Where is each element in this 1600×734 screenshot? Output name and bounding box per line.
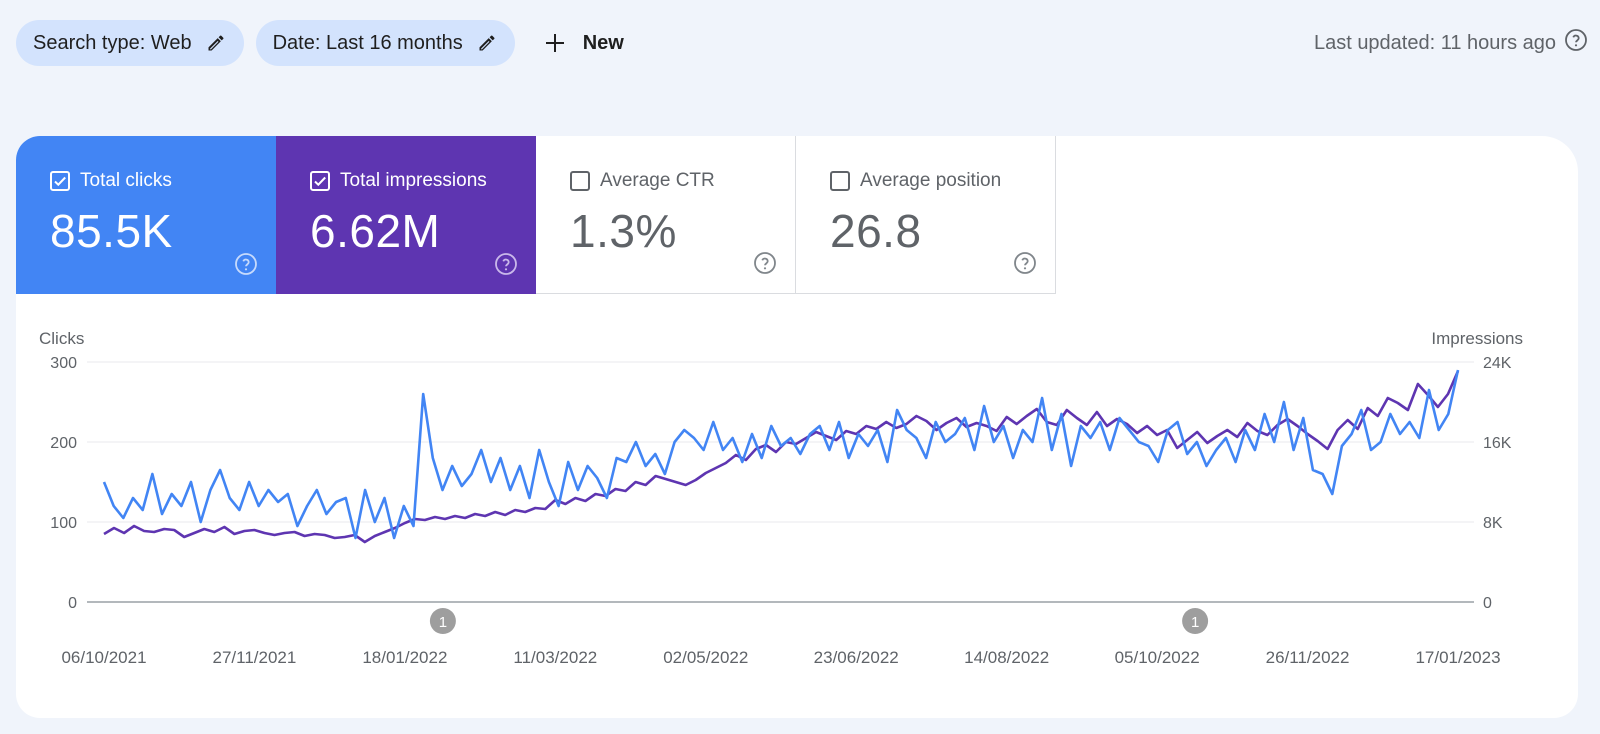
- help-icon[interactable]: [1013, 251, 1037, 275]
- chart-series: [102, 369, 1460, 544]
- metric-value: 26.8: [830, 205, 922, 257]
- x-axis-label: 02/05/2022: [663, 648, 748, 667]
- metric-label: Average CTR: [600, 170, 715, 191]
- metric-average-ctr[interactable]: Average CTR 1.3%: [536, 136, 796, 294]
- annotation-marker[interactable]: [429, 608, 456, 634]
- help-icon[interactable]: [234, 252, 258, 276]
- x-axis-label: 17/01/2023: [1415, 648, 1500, 667]
- checkbox-unchecked-icon[interactable]: [570, 171, 590, 191]
- right-axis-ticks: 24K 16K 8K 0: [1483, 355, 1512, 612]
- chart-gridlines: [87, 361, 1474, 603]
- toolbar: Search type: Web Date: Last 16 months Ne…: [16, 20, 1588, 66]
- new-button-label: New: [582, 31, 624, 54]
- x-axis-label: 26/11/2022: [1266, 648, 1350, 667]
- left-axis-tick: 200: [50, 435, 77, 452]
- right-axis-title: Impressions: [1431, 329, 1523, 348]
- checkbox-checked-icon[interactable]: [50, 171, 70, 191]
- metric-label: Average position: [860, 170, 1002, 191]
- search-type-chip-label: Search type: Web: [33, 31, 192, 54]
- right-axis-tick: 8K: [1483, 515, 1503, 532]
- left-axis-ticks: 300 200 100 0: [50, 355, 77, 612]
- help-icon[interactable]: [494, 252, 518, 276]
- left-axis-tick: 300: [50, 355, 77, 372]
- x-axis-label: 06/10/2021: [61, 648, 146, 667]
- last-updated-text: Last updated: 11 hours ago: [1313, 31, 1556, 54]
- annotation-marker[interactable]: [1182, 608, 1209, 634]
- left-axis-tick: 0: [68, 595, 77, 612]
- checkbox-unchecked-icon[interactable]: [830, 171, 850, 191]
- pencil-icon: [206, 33, 226, 53]
- x-axis-label: 11/03/2022: [513, 648, 597, 667]
- x-axis-label: 14/08/2022: [964, 648, 1049, 667]
- right-axis-tick: 24K: [1483, 355, 1512, 372]
- annotation-label: 1: [1191, 614, 1199, 631]
- x-axis-label: 18/01/2022: [362, 648, 447, 667]
- left-axis-tick: 100: [50, 515, 77, 532]
- metric-value: 85.5K: [50, 205, 173, 257]
- performance-card: Total clicks 85.5K Total impressions 6.6…: [16, 136, 1578, 718]
- plus-icon: [543, 31, 567, 55]
- metric-total-impressions[interactable]: Total impressions 6.62M: [276, 136, 536, 294]
- series-line-impressions: [103, 370, 1460, 544]
- annotation-label: 1: [439, 614, 447, 631]
- pencil-icon: [477, 33, 497, 53]
- checkbox-checked-icon[interactable]: [310, 171, 330, 191]
- x-axis-label: 05/10/2022: [1115, 648, 1200, 667]
- metric-label: Total impressions: [340, 170, 487, 191]
- date-chip-label: Date: Last 16 months: [272, 31, 463, 54]
- metric-total-clicks[interactable]: Total clicks 85.5K: [16, 136, 276, 294]
- metric-average-position[interactable]: Average position 26.8: [796, 136, 1056, 294]
- metric-label: Total clicks: [80, 170, 172, 191]
- x-axis-label: 23/06/2022: [814, 648, 899, 667]
- metric-tabs: Total clicks 85.5K Total impressions 6.6…: [16, 136, 1056, 294]
- right-axis-tick: 16K: [1483, 435, 1512, 452]
- help-icon[interactable]: [753, 251, 777, 275]
- right-axis-tick: 0: [1483, 595, 1492, 612]
- metric-value: 6.62M: [310, 205, 441, 257]
- search-type-chip[interactable]: Search type: Web: [16, 20, 244, 66]
- series-line-clicks: [102, 369, 1460, 540]
- last-updated: Last updated: 11 hours ago: [1314, 28, 1588, 58]
- date-chip[interactable]: Date: Last 16 months: [255, 20, 515, 66]
- metric-value: 1.3%: [570, 205, 677, 257]
- help-icon[interactable]: [1564, 28, 1588, 58]
- x-axis-label: 27/11/2021: [213, 648, 297, 667]
- new-filter-button[interactable]: New: [529, 20, 640, 66]
- left-axis-title: Clicks: [39, 329, 84, 348]
- x-axis-labels: 06/10/2021 27/11/2021 18/01/2022 11/03/2022…: [61, 648, 1500, 667]
